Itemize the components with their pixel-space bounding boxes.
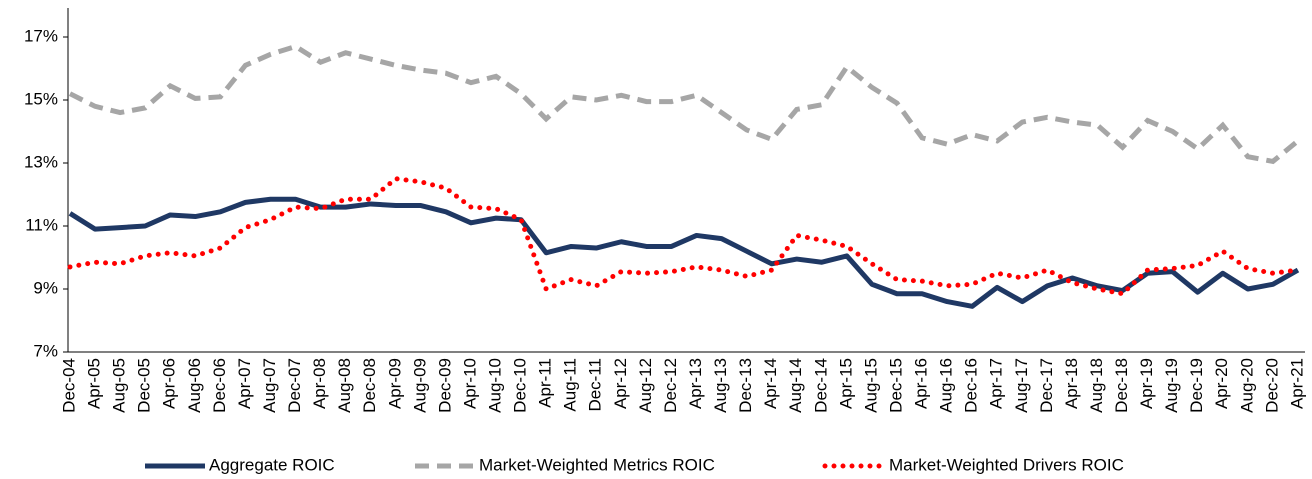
x-tick-label: Apr-12 xyxy=(611,358,630,409)
x-tick-label: Apr-10 xyxy=(460,358,479,409)
x-tick-label: Apr-09 xyxy=(385,358,404,409)
x-tick-label: Aug-14 xyxy=(786,358,805,413)
x-tick-label: Aug-11 xyxy=(561,358,580,412)
x-tick-label: Dec-10 xyxy=(511,358,530,413)
x-tick-label: Apr-14 xyxy=(761,358,780,409)
x-tick-label: Aug-16 xyxy=(937,358,956,413)
y-tick-label: 11% xyxy=(25,215,58,234)
x-tick-label: Apr-16 xyxy=(912,358,931,409)
x-tick-label: Apr-05 xyxy=(85,358,104,409)
x-tick-label: Apr-13 xyxy=(686,358,705,409)
series-line xyxy=(68,43,1300,165)
x-tick-label: Aug-15 xyxy=(861,358,880,413)
x-tick-label: Dec-05 xyxy=(135,358,154,413)
x-tick-label: Dec-13 xyxy=(736,358,755,413)
x-tick-label: Aug-09 xyxy=(410,358,429,413)
x-tick-label: Apr-06 xyxy=(160,358,179,409)
x-tick-label: Dec-09 xyxy=(435,358,454,413)
x-tick-label: Aug-20 xyxy=(1237,358,1256,413)
x-tick-label: Aug-17 xyxy=(1012,358,1031,413)
legend-label: Market-Weighted Drivers ROIC xyxy=(889,455,1124,474)
x-tick-label: Dec-18 xyxy=(1112,358,1131,413)
x-tick-label: Dec-17 xyxy=(1037,358,1056,413)
x-tick-label: Dec-16 xyxy=(962,358,981,413)
x-tick-label: Apr-08 xyxy=(310,358,329,409)
x-tick-label: Aug-12 xyxy=(636,358,655,413)
x-tick-label: Apr-15 xyxy=(836,358,855,409)
x-tick-label: Apr-18 xyxy=(1062,358,1081,409)
y-tick-label: 15% xyxy=(24,89,58,108)
y-tick-label: 7% xyxy=(33,341,58,360)
x-tick-label: Dec-04 xyxy=(59,358,78,413)
legend-label: Aggregate ROIC xyxy=(209,455,335,474)
x-tick-label: Dec-20 xyxy=(1262,358,1281,413)
x-tick-label: Apr-20 xyxy=(1212,358,1231,409)
y-tick-label: 13% xyxy=(24,152,58,171)
x-tick-label: Aug-08 xyxy=(335,358,354,413)
x-tick-label: Aug-05 xyxy=(110,358,129,413)
x-tick-label: Dec-19 xyxy=(1187,358,1206,413)
x-tick-label: Dec-15 xyxy=(886,358,905,413)
x-tick-label: Dec-11 xyxy=(586,358,605,412)
x-tick-label: Dec-14 xyxy=(811,358,830,413)
y-tick-label: 9% xyxy=(33,278,58,297)
x-tick-label: Dec-07 xyxy=(285,358,304,413)
x-tick-label: Aug-19 xyxy=(1162,358,1181,413)
x-tick-label: Aug-13 xyxy=(711,358,730,413)
x-tick-label: Dec-06 xyxy=(210,358,229,413)
x-tick-label: Dec-12 xyxy=(661,358,680,413)
series-line xyxy=(68,196,1300,309)
x-tick-label: Aug-10 xyxy=(486,358,505,413)
legend-label: Market-Weighted Metrics ROIC xyxy=(479,455,715,474)
x-tick-label: Aug-18 xyxy=(1087,358,1106,413)
y-tick-label: 17% xyxy=(24,26,58,45)
x-tick-label: Apr-11 xyxy=(536,358,555,408)
x-tick-label: Apr-21 xyxy=(1287,358,1306,409)
x-tick-label: Apr-17 xyxy=(987,358,1006,409)
x-tick-label: Aug-07 xyxy=(260,358,279,413)
series-line xyxy=(67,176,1301,297)
x-tick-label: Dec-08 xyxy=(360,358,379,413)
x-tick-label: Apr-19 xyxy=(1137,358,1156,409)
x-tick-label: Aug-06 xyxy=(185,358,204,413)
x-tick-label: Apr-07 xyxy=(235,358,254,409)
